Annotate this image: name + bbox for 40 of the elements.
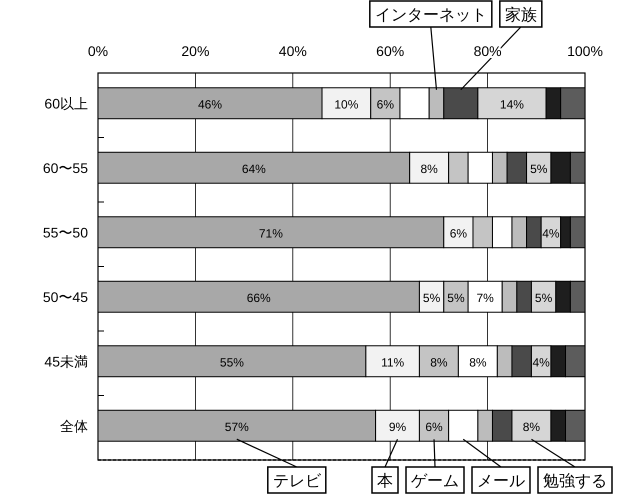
data-label: 8%	[420, 162, 438, 176]
data-label: 55%	[220, 355, 244, 370]
data-label: 4%	[542, 226, 560, 240]
data-label: 14%	[500, 97, 524, 112]
data-label: 57%	[224, 420, 250, 434]
legend-label: 勉強する	[543, 472, 607, 490]
data-label: 8%	[522, 420, 540, 434]
data-label: 5%	[422, 290, 441, 305]
data-label: 6%	[425, 420, 444, 434]
legend-label: テレビ	[272, 473, 322, 490]
legend-label: 本	[377, 472, 393, 490]
legend-label: ゲーム	[411, 473, 459, 490]
x-tick-label: 60%	[376, 43, 404, 59]
legend-label: メール	[477, 473, 525, 490]
x-tick-label: 40%	[278, 43, 307, 59]
data-label: 10%	[334, 97, 359, 112]
y-tick-label: 全体	[60, 418, 88, 434]
y-tick-label: 55〜50	[42, 224, 88, 240]
y-tick-label: 45未満	[44, 353, 88, 370]
y-tick-label: 50〜45	[42, 288, 88, 305]
data-label: 6%	[376, 97, 394, 112]
data-label: 46%	[198, 97, 222, 112]
data-label: 6%	[450, 226, 468, 240]
data-label: 4%	[532, 355, 550, 370]
data-label: 66%	[246, 290, 272, 305]
y-tick-label: 60以上	[44, 95, 88, 112]
data-label: 5%	[534, 290, 553, 305]
x-tick-label: 20%	[181, 43, 210, 59]
data-label: 8%	[469, 355, 487, 370]
data-label: 5%	[447, 290, 465, 305]
data-label: 9%	[388, 420, 407, 434]
data-label: 5%	[530, 162, 548, 176]
data-label: 71%	[258, 226, 284, 240]
data-label: 64%	[242, 162, 266, 176]
y-tick-label: 60〜55	[42, 160, 88, 176]
data-label: 11%	[381, 355, 405, 370]
x-tick-label: 100%	[567, 43, 603, 59]
x-tick-label: 0%	[88, 43, 108, 59]
data-label: 7%	[476, 290, 494, 305]
data-label: 8%	[430, 355, 448, 370]
